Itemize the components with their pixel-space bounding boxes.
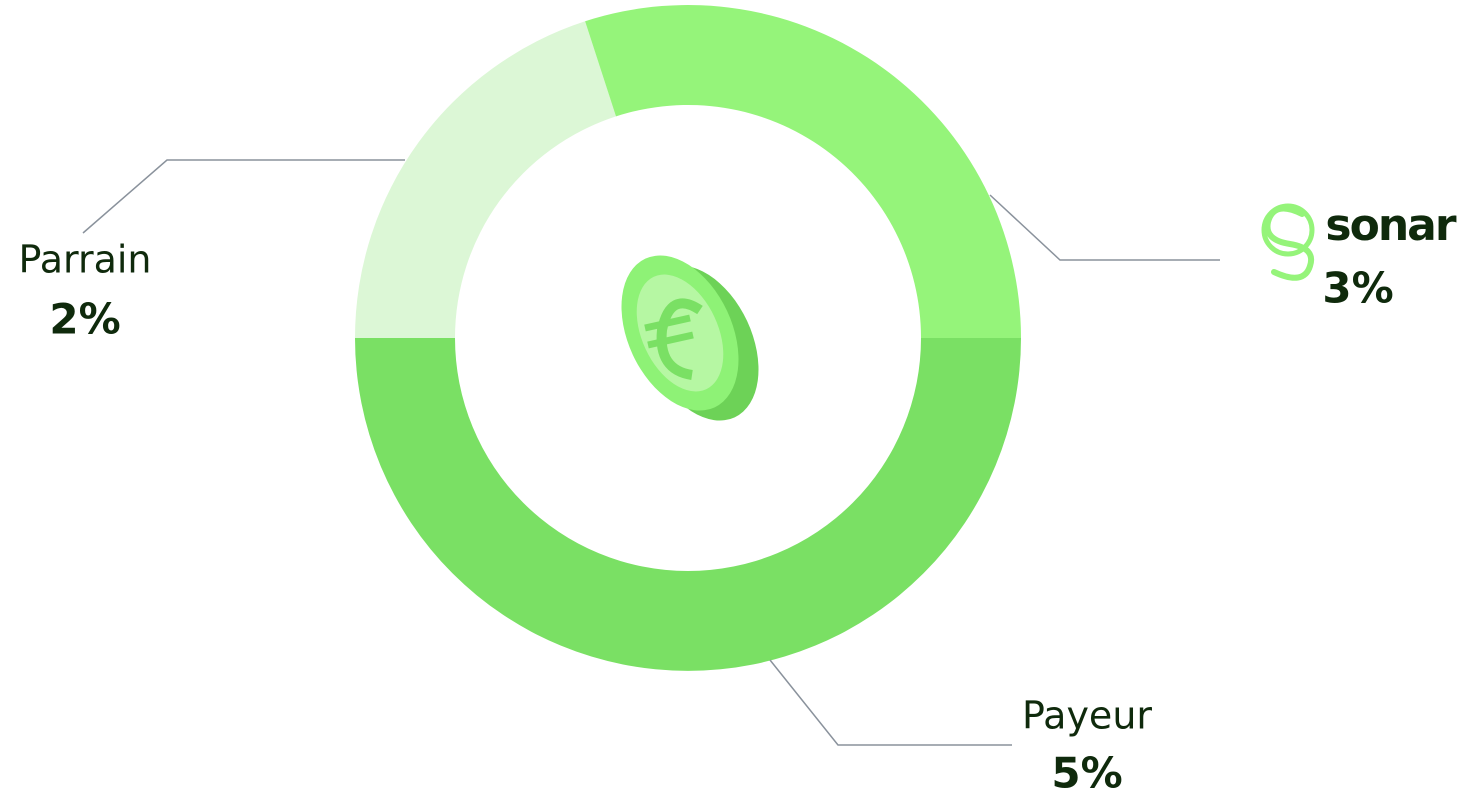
category-label: Payeur bbox=[1022, 694, 1152, 738]
leader-line bbox=[770, 660, 1012, 745]
category-label: sonar bbox=[1325, 200, 1456, 251]
sonar-logo bbox=[1264, 206, 1312, 278]
value-label: 2% bbox=[49, 295, 120, 344]
value-label: 5% bbox=[1051, 749, 1122, 798]
chart: Payeur 5% Parrain 2% sonar 3% bbox=[0, 0, 1461, 801]
donut-slice bbox=[355, 21, 616, 338]
category-label: Parrain bbox=[19, 238, 152, 282]
leader-line bbox=[83, 160, 405, 233]
coin-icon bbox=[598, 237, 782, 440]
leader-line bbox=[990, 195, 1220, 260]
value-label: 3% bbox=[1322, 264, 1393, 313]
